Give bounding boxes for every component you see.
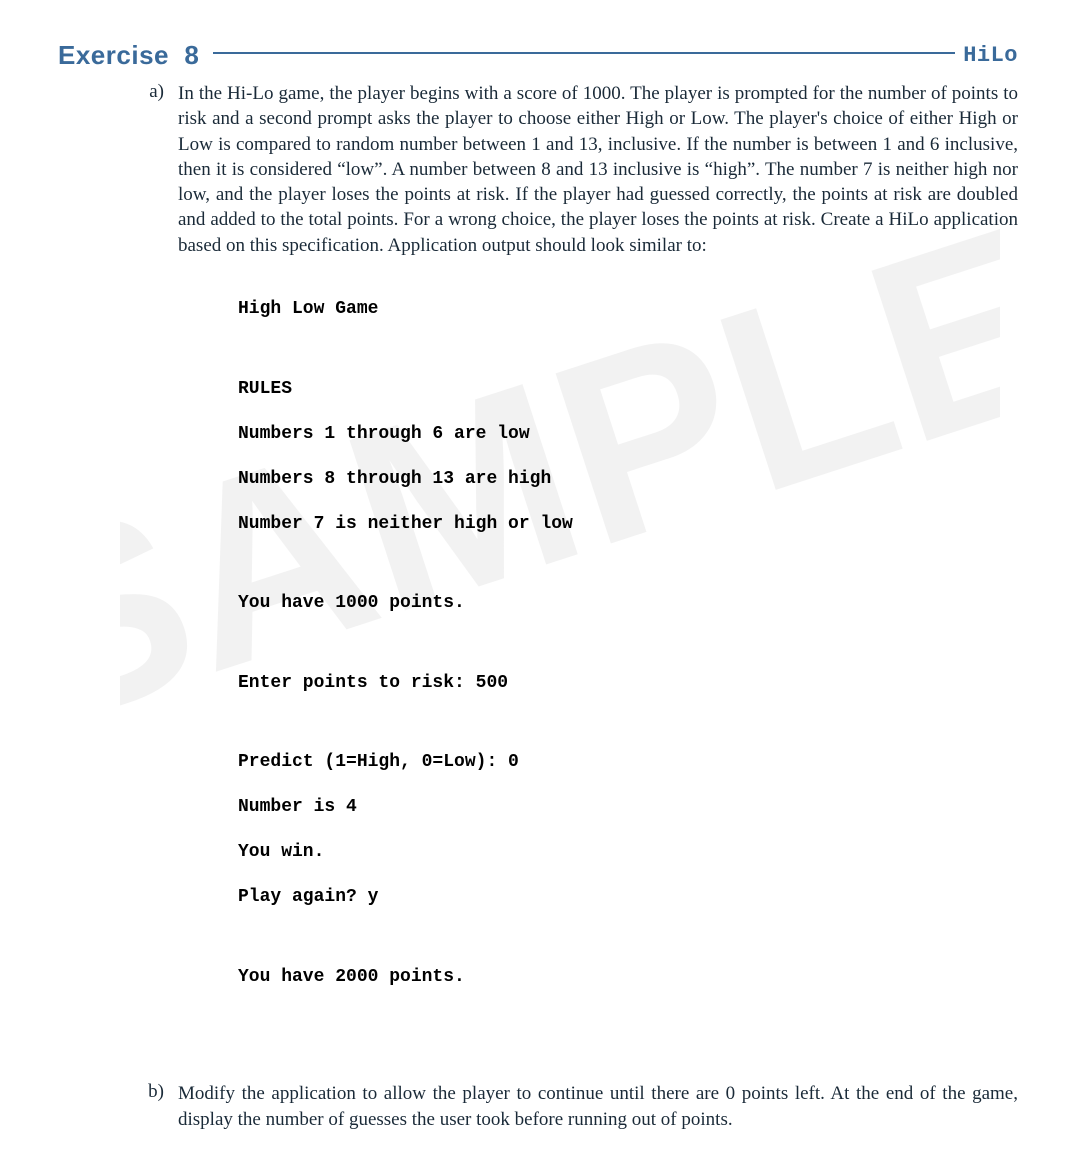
exercise-title: Exercise 8: [58, 40, 199, 71]
console-line: RULES: [238, 378, 1018, 401]
part-a: a) In the Hi-Lo game, the player begins …: [58, 81, 1018, 258]
console-line: Number is 4: [238, 796, 1018, 819]
part-b: b) Modify the application to allow the p…: [58, 1081, 1018, 1132]
console-line: You have 2000 points.: [238, 966, 1018, 989]
console-line: Enter points to risk: 500: [238, 672, 1018, 695]
console-line: Numbers 8 through 13 are high: [238, 468, 1018, 491]
exercise-subtitle: HiLo: [963, 43, 1018, 68]
console-line: Predict (1=High, 0=Low): 0: [238, 751, 1018, 774]
part-a-label: a): [58, 81, 178, 258]
console-output: High Low Game RULES Numbers 1 through 6 …: [238, 276, 1018, 1034]
part-b-text: Modify the application to allow the play…: [178, 1081, 1018, 1132]
console-line: You win.: [238, 841, 1018, 864]
console-line: High Low Game: [238, 298, 1018, 321]
part-b-label: b): [58, 1081, 178, 1132]
exercise-heading-row: Exercise 8 HiLo: [58, 40, 1018, 71]
heading-rule: [213, 52, 955, 54]
console-line: Number 7 is neither high or low: [238, 513, 1018, 536]
content-region: Exercise 8 HiLo a) In the Hi-Lo game, th…: [58, 40, 1018, 1132]
console-line: Play again? y: [238, 886, 1018, 909]
console-line: You have 1000 points.: [238, 592, 1018, 615]
part-a-text: In the Hi-Lo game, the player begins wit…: [178, 81, 1018, 258]
console-line: Numbers 1 through 6 are low: [238, 423, 1018, 446]
